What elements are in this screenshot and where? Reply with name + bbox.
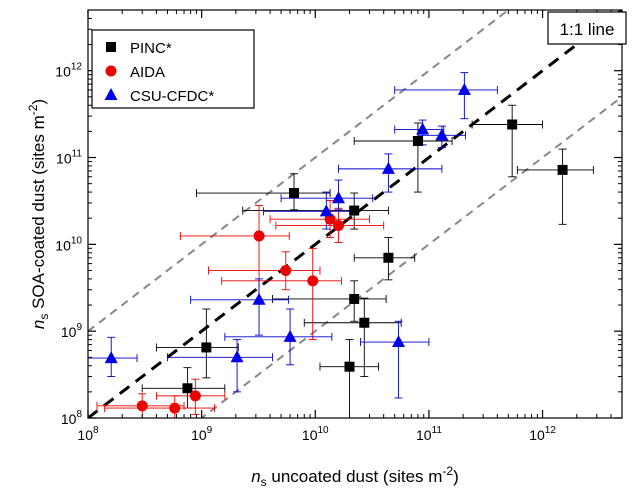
x-tick-label: 108 — [77, 425, 99, 443]
data-point-square — [349, 205, 360, 216]
data-point-triangle — [230, 350, 244, 363]
data-point-triangle — [283, 329, 297, 342]
data-point-triangle — [381, 161, 395, 174]
data-point-circle — [332, 219, 344, 231]
legend-marker-triangle — [104, 88, 118, 100]
x-axis-label: ns uncoated dust (sites m-2) — [251, 464, 459, 489]
data-point-square — [359, 317, 370, 328]
y-tick-label: 1010 — [55, 235, 82, 253]
data-point-square — [383, 252, 394, 263]
x-tick-label: 1011 — [416, 425, 442, 443]
y-tick-label: 109 — [61, 322, 83, 340]
one-to-one-label-box: 1:1 line — [547, 11, 627, 45]
legend-marker-circle — [105, 65, 117, 77]
data-point-triangle — [416, 122, 430, 135]
legend-box — [91, 29, 255, 109]
data-point-circle — [307, 275, 319, 287]
data-point-triangle — [319, 204, 333, 217]
y-tick-label: 1012 — [55, 62, 82, 80]
y-tick-label: 1011 — [56, 149, 82, 167]
data-point-square — [201, 342, 212, 353]
data-point-square — [557, 164, 568, 175]
data-point-square — [289, 188, 300, 199]
data-point-square — [507, 119, 518, 130]
data-point-circle — [253, 230, 265, 242]
data-point-triangle — [104, 351, 118, 364]
data-point-square — [412, 135, 423, 146]
data-point-square — [182, 383, 193, 394]
one-to-one-label: 1:1 line — [560, 20, 615, 39]
data-point-triangle — [331, 191, 345, 204]
reference-line-1:1 — [88, 10, 622, 418]
legend-label: AIDA — [130, 64, 165, 81]
x-tick-label: 1010 — [302, 425, 329, 443]
reference-line-factor-10-upper — [88, 10, 511, 332]
data-point-circle — [280, 264, 292, 276]
y-axis-label: ns SOA-coated dust (sites m-2) — [26, 99, 51, 329]
legend-marker-square — [106, 42, 116, 52]
data-point-circle — [324, 213, 336, 225]
plot-frame — [87, 9, 623, 419]
data-point-triangle — [252, 292, 266, 305]
data-point-square — [344, 361, 355, 372]
y-tick-label: 108 — [61, 409, 83, 427]
x-tick-label: 109 — [191, 425, 213, 443]
data-point-circle — [136, 400, 148, 412]
data-point-circle — [189, 390, 201, 402]
data-point-triangle — [392, 335, 406, 348]
legend-label: PINC* — [130, 40, 172, 57]
data-point-triangle — [435, 128, 449, 141]
x-tick-label: 1012 — [529, 425, 556, 443]
data-point-square — [349, 293, 360, 304]
legend-label: CSU-CFDC* — [130, 88, 214, 105]
data-point-circle — [169, 402, 181, 414]
legend: PINC* AIDA CSU-CFDC* — [91, 29, 255, 109]
data-point-triangle — [457, 82, 471, 95]
